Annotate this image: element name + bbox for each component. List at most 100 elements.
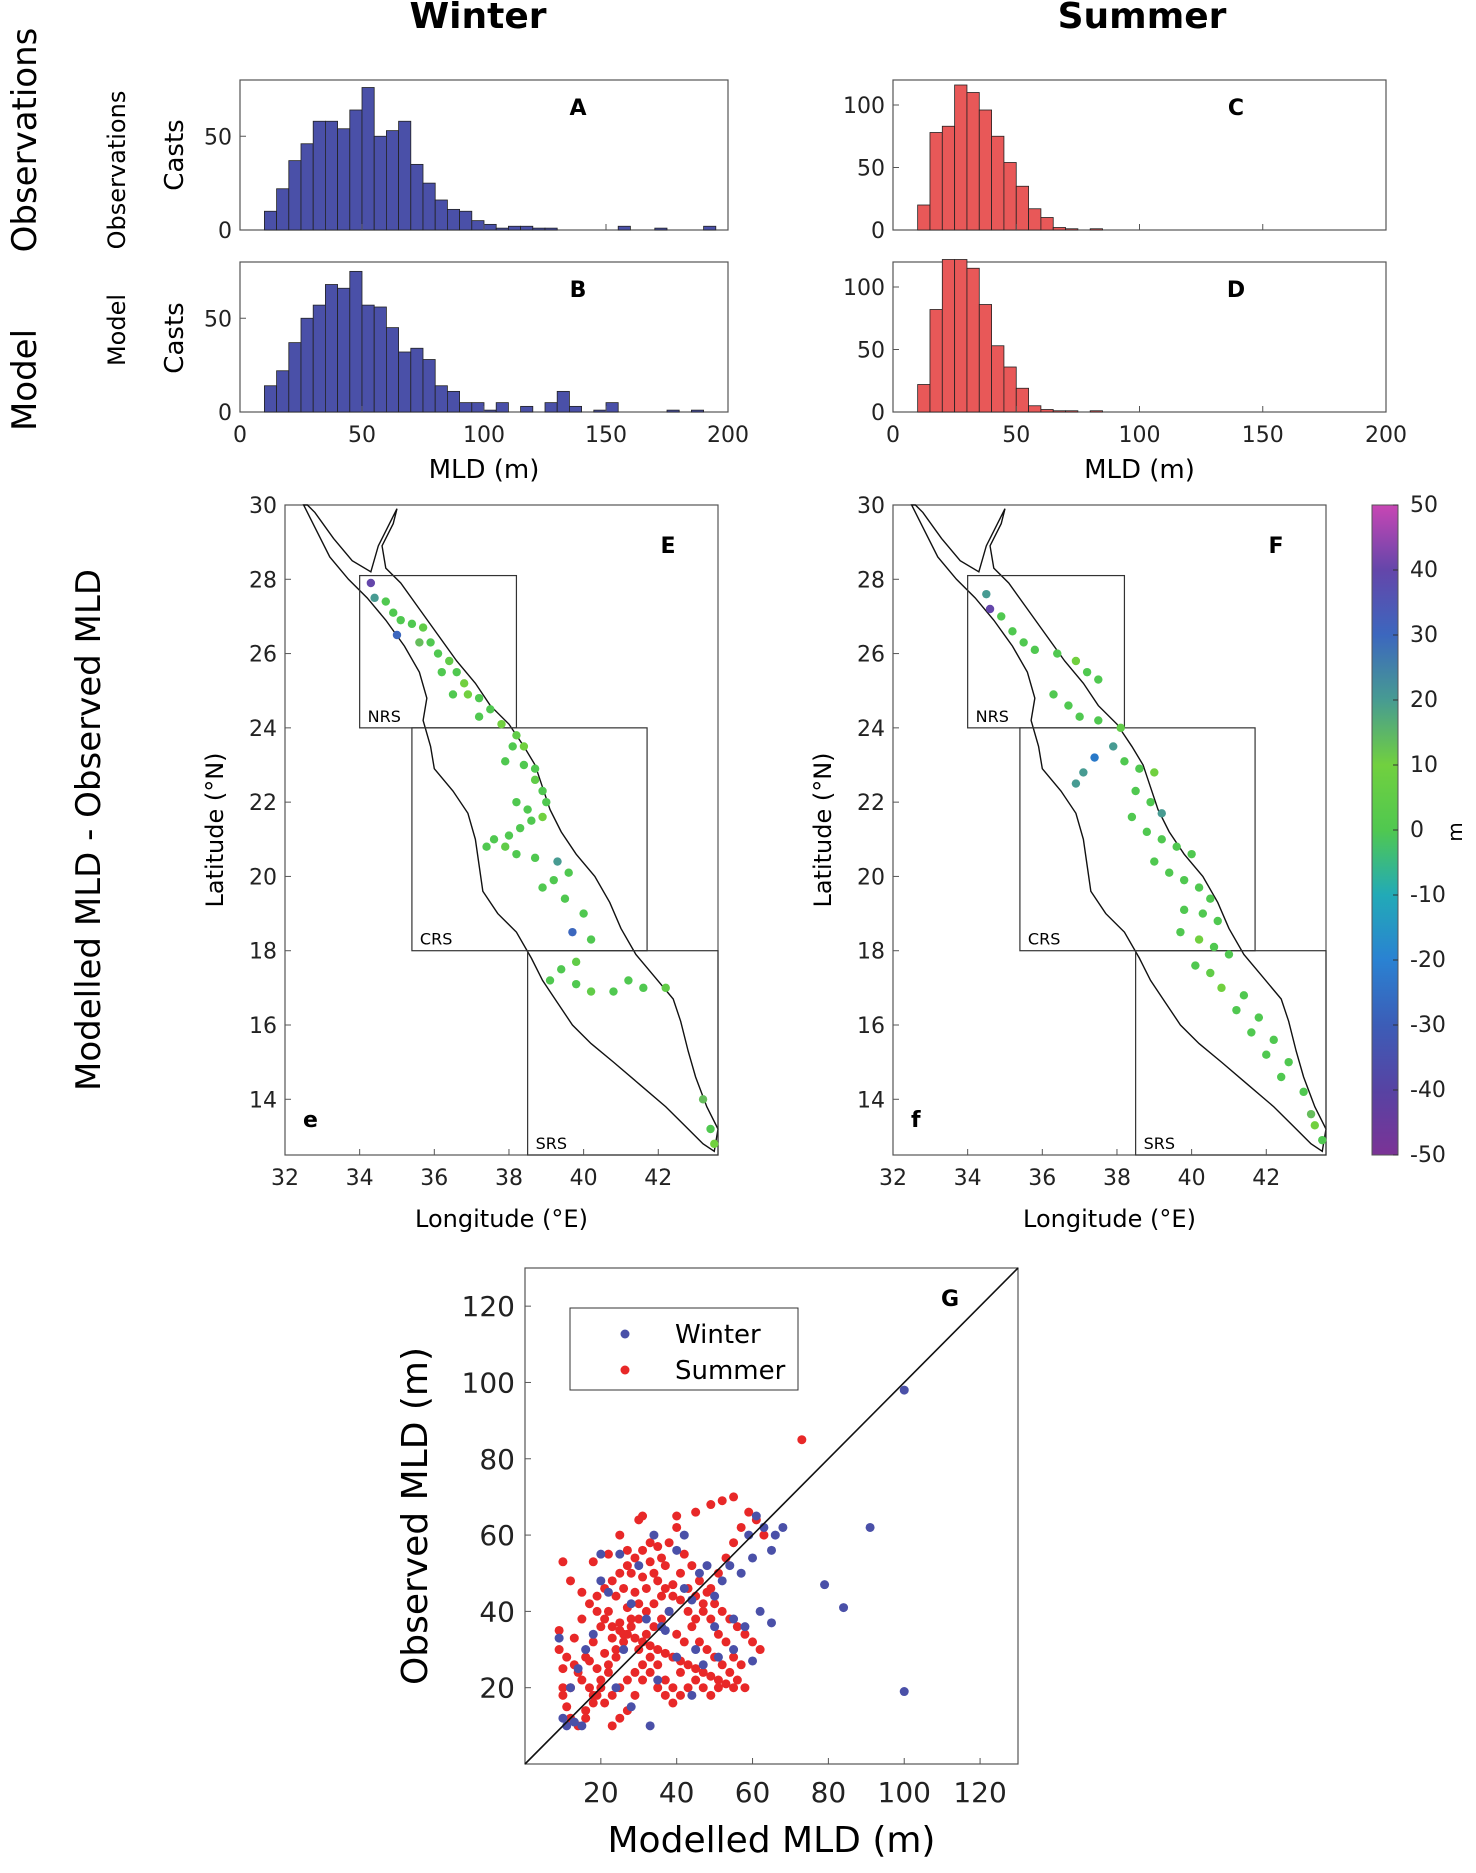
scatter-point-summer	[630, 1667, 640, 1677]
histogram-bar	[422, 182, 436, 231]
histogram-bar	[966, 92, 980, 231]
mld-difference-point	[1131, 786, 1140, 796]
histogram-bar	[617, 225, 631, 231]
scatter-point-summer	[607, 1721, 617, 1731]
mld-difference-point	[1232, 1005, 1241, 1015]
x-tick-label: 36	[1028, 1166, 1056, 1191]
mld-difference-point	[982, 589, 991, 599]
mld-difference-point	[501, 757, 510, 766]
y-tick-label: 16	[249, 1014, 277, 1039]
scatter-point-summer	[577, 1614, 587, 1624]
region-label: SRS	[1144, 1134, 1175, 1153]
histogram-bar	[483, 409, 497, 413]
scatter-point-summer	[729, 1652, 739, 1662]
mld-difference-point	[624, 976, 633, 985]
scatter-point-summer	[611, 1652, 621, 1662]
scatter-point-winter	[626, 1599, 636, 1609]
scatter-point-summer	[657, 1614, 667, 1624]
colorbar-tick-label: 50	[1410, 493, 1438, 518]
scatter-point-summer	[672, 1629, 682, 1639]
scatter-point-summer	[588, 1698, 598, 1708]
mld-difference-point	[433, 649, 443, 658]
mld-difference-point	[474, 712, 484, 721]
mld-difference-point	[1217, 983, 1226, 993]
mld-difference-point	[1157, 835, 1166, 844]
scatter-point-summer	[611, 1591, 621, 1601]
scatter-point-summer	[683, 1606, 693, 1616]
scatter-point-summer	[607, 1622, 617, 1632]
histogram-bar	[991, 345, 1005, 413]
scatter-point-summer	[744, 1507, 754, 1517]
colorbar-tick-label: 20	[1410, 688, 1438, 713]
histogram-bar	[385, 130, 399, 231]
y-tick-label: 28	[857, 568, 885, 593]
histogram-bar	[1065, 228, 1079, 231]
mld-difference-point	[530, 775, 540, 785]
scatter-point-summer	[759, 1530, 769, 1540]
scatter-point-summer	[558, 1690, 568, 1700]
mld-difference-point	[1146, 797, 1155, 807]
x-tick-label: 32	[271, 1166, 299, 1191]
mld-difference-point	[512, 797, 521, 807]
scatter-point-summer	[645, 1557, 655, 1567]
scatter-point-winter	[710, 1591, 720, 1601]
histogram-bar	[373, 135, 387, 231]
scatter-point-summer	[691, 1664, 701, 1674]
x-axis-label: Longitude (°E)	[1023, 1205, 1196, 1233]
x-tick-label: 200	[707, 423, 749, 448]
scatter-point-summer	[694, 1576, 704, 1586]
casts-label-b: Casts	[160, 302, 190, 373]
x-tick-label: 38	[1103, 1166, 1131, 1191]
scatter-point-summer	[634, 1614, 644, 1624]
scatter-point-summer	[649, 1568, 659, 1578]
scatter-point-winter	[694, 1568, 704, 1578]
histogram-bar	[929, 309, 943, 413]
scatter-point-winter	[672, 1545, 682, 1555]
histogram-bar	[288, 342, 302, 413]
colorbar-tick-label: -40	[1410, 1078, 1446, 1103]
histogram-bar	[422, 359, 436, 413]
histogram-bar	[385, 327, 399, 413]
mld-difference-point	[1262, 1050, 1271, 1059]
mld-difference-point	[523, 805, 532, 814]
scatter-point-summer	[736, 1660, 746, 1670]
casts-label-a: Casts	[160, 119, 190, 190]
histogram-bar	[337, 128, 351, 231]
histogram-bar	[954, 259, 968, 413]
mld-difference-point	[1179, 875, 1189, 885]
y-tick-label: 40	[479, 1595, 515, 1628]
x-tick-label: 40	[570, 1166, 598, 1191]
scatter-point-summer	[721, 1679, 731, 1689]
scatter-point-winter	[573, 1664, 583, 1674]
mld-difference-point	[366, 578, 376, 588]
scatter-point-summer	[732, 1622, 742, 1632]
histogram-bar	[941, 125, 956, 231]
scatter-point-winter	[755, 1606, 765, 1616]
histogram-bar	[954, 84, 968, 231]
y-axis-label: Latitude (°N)	[809, 752, 837, 907]
x-tick-label: 34	[954, 1166, 982, 1191]
scatter-point-winter	[619, 1645, 629, 1655]
scatter-point-winter	[626, 1702, 636, 1712]
y-tick-label: 120	[462, 1290, 515, 1323]
histogram-bar	[300, 317, 314, 413]
x-tick-label: 36	[420, 1166, 448, 1191]
mld-difference-point	[1172, 842, 1181, 851]
scatter-point-summer	[577, 1675, 587, 1685]
scatter-point-summer	[660, 1648, 670, 1658]
histogram-bar	[544, 402, 558, 413]
panel-letter: E	[660, 534, 675, 559]
scatter-point-winter	[713, 1652, 723, 1662]
scatter-point-winter	[611, 1683, 621, 1693]
scatter-point-summer	[619, 1637, 629, 1647]
scatter-point-summer	[668, 1683, 678, 1693]
y-tick-label: 50	[857, 157, 885, 182]
scatter-point-summer	[706, 1583, 716, 1593]
scatter-point-winter	[672, 1652, 682, 1662]
scatter-point-winter	[740, 1622, 750, 1632]
histogram-bar	[1028, 405, 1042, 413]
y-tick-label: 18	[857, 940, 885, 965]
scatter-point-summer	[664, 1538, 674, 1548]
histogram-bar	[1003, 162, 1017, 231]
histogram-bar	[349, 109, 363, 231]
